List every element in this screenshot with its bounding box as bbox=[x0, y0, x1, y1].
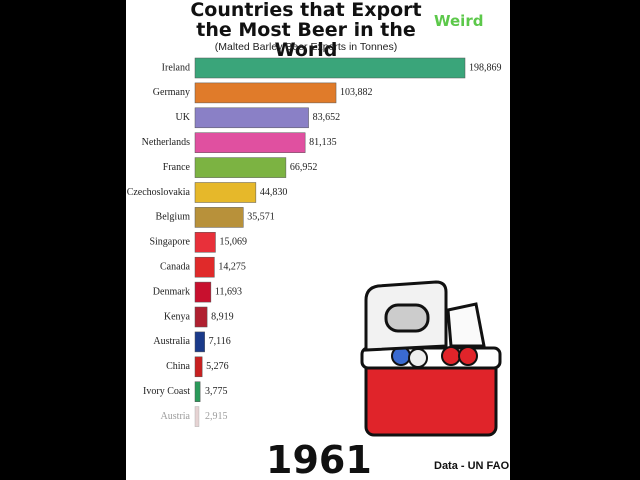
bar bbox=[194, 381, 201, 402]
bar bbox=[194, 82, 337, 104]
category-label: Germany bbox=[153, 87, 190, 98]
bar bbox=[194, 207, 244, 228]
cooler-illustration bbox=[360, 280, 502, 437]
value-label: 103,882 bbox=[340, 87, 373, 98]
value-label: 2,915 bbox=[205, 411, 228, 422]
bar bbox=[194, 281, 212, 303]
value-label: 5,276 bbox=[206, 361, 229, 372]
bar bbox=[194, 107, 309, 129]
value-label: 83,652 bbox=[313, 112, 341, 123]
category-label: Ivory Coast bbox=[143, 386, 190, 397]
year-label: 1961 bbox=[266, 438, 372, 480]
value-label: 35,571 bbox=[247, 212, 275, 223]
category-label: China bbox=[166, 361, 190, 372]
value-label: 7,116 bbox=[209, 336, 231, 347]
category-label: Singapore bbox=[149, 237, 190, 248]
value-label: 66,952 bbox=[290, 162, 318, 173]
category-label: Czechoslovakia bbox=[127, 187, 191, 198]
value-label: 14,275 bbox=[218, 261, 246, 272]
chart-panel: Countries that Export the Most Beer in t… bbox=[126, 0, 510, 480]
bar bbox=[194, 256, 215, 278]
value-label: 15,069 bbox=[219, 237, 247, 248]
logo: Weird bbox=[434, 12, 484, 30]
value-label: 81,135 bbox=[309, 137, 337, 148]
bar bbox=[194, 232, 216, 253]
category-label: UK bbox=[176, 112, 191, 123]
category-label: Kenya bbox=[164, 311, 191, 322]
value-label: 11,693 bbox=[215, 286, 242, 297]
bar bbox=[194, 132, 306, 153]
bar bbox=[194, 406, 200, 427]
source-note: Data - UN FAO bbox=[434, 460, 510, 472]
bar bbox=[194, 57, 466, 79]
category-label: Netherlands bbox=[142, 137, 190, 148]
bar bbox=[194, 356, 203, 378]
category-label: Ireland bbox=[162, 62, 190, 73]
category-label: Austria bbox=[161, 411, 191, 422]
chart: Ireland 198,869 Germany 103,882 UK 83,652 Neth… bbox=[127, 57, 502, 437]
category-label: Canada bbox=[160, 261, 191, 272]
category-label: Australia bbox=[153, 336, 190, 347]
category-label: France bbox=[163, 162, 191, 173]
chart-subtitle: (Malted Barley Beer Exports in Tonnes) bbox=[214, 41, 398, 53]
bar bbox=[194, 306, 208, 328]
value-label: 44,830 bbox=[260, 187, 288, 198]
category-label: Belgium bbox=[156, 212, 191, 223]
value-label: 8,919 bbox=[211, 311, 234, 322]
bar bbox=[194, 157, 287, 178]
value-label: 3,775 bbox=[205, 386, 228, 397]
category-label: Denmark bbox=[153, 286, 190, 297]
value-label: 198,869 bbox=[469, 62, 502, 73]
bar bbox=[194, 331, 205, 353]
bar bbox=[194, 182, 257, 203]
chart-title: Countries that Export the Most Beer in t… bbox=[190, 0, 422, 61]
